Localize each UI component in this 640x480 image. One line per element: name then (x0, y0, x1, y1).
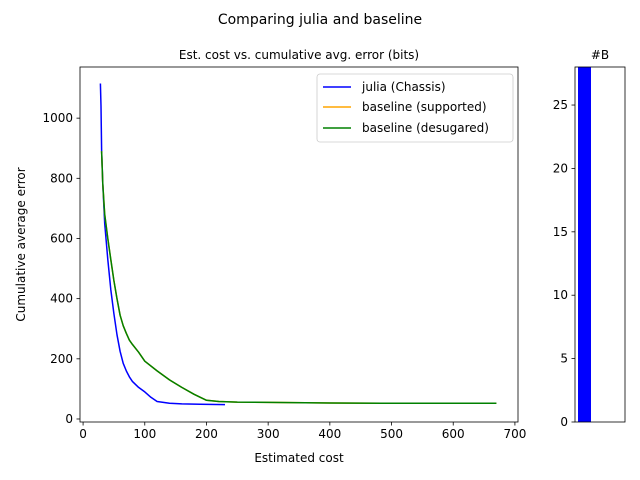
legend-label-baseline-supported: baseline (supported) (362, 100, 487, 114)
figure-suptitle: Comparing julia and baseline (218, 12, 422, 28)
legend-box (316, 73, 514, 143)
side-y-tick-label: 0 (560, 415, 568, 429)
y-tick-label: 800 (50, 171, 73, 185)
main-chart: Est. cost vs. cumulative avg. error (bit… (14, 48, 526, 465)
side-axes-frame (574, 66, 626, 423)
side-y-tick-label: 15 (553, 225, 568, 239)
series-line-baseline-desugared (100, 151, 497, 405)
y-tick-label: 600 (50, 231, 73, 245)
main-x-axis-label: Estimated cost (254, 451, 344, 465)
x-tick-label: 700 (503, 427, 526, 441)
x-tick-label: 100 (133, 427, 156, 441)
x-tick-label: 600 (442, 427, 465, 441)
side-y-tick-label: 10 (553, 288, 568, 302)
x-tick-label: 300 (257, 427, 280, 441)
main-axes-frame (79, 66, 519, 423)
x-tick-label: 400 (318, 427, 341, 441)
x-tick-label: 500 (380, 427, 403, 441)
y-tick-label: 1000 (42, 111, 73, 125)
x-tick-label: 0 (79, 427, 87, 441)
main-y-axis: 0 200 400 600 800 1000 (42, 111, 80, 426)
legend: julia (Chassis) baseline (supported) bas… (316, 73, 514, 143)
main-x-axis: 0 100 200 300 400 500 600 700 (79, 422, 526, 441)
side-bar (578, 67, 591, 422)
side-y-axis: 0 5 10 15 20 25 (553, 98, 575, 429)
side-y-tick-label: 20 (553, 161, 568, 175)
side-y-tick-label: 5 (560, 352, 568, 366)
main-y-axis-label: Cumulative average error (14, 167, 28, 321)
legend-label-baseline-desugared: baseline (desugared) (362, 121, 489, 135)
main-series-layer (99, 83, 497, 406)
y-tick-label: 0 (65, 412, 73, 426)
side-y-tick-label: 25 (553, 98, 568, 112)
main-chart-title: Est. cost vs. cumulative avg. error (bit… (179, 48, 419, 62)
legend-label-julia-chassis: julia (Chassis) (361, 80, 446, 94)
side-bar-layer (578, 67, 591, 422)
side-chart-title: #B (591, 48, 609, 62)
y-tick-label: 400 (50, 292, 73, 306)
side-chart: #B 0 5 10 15 20 25 (553, 48, 626, 429)
x-tick-label: 200 (195, 427, 218, 441)
y-tick-label: 200 (50, 352, 73, 366)
